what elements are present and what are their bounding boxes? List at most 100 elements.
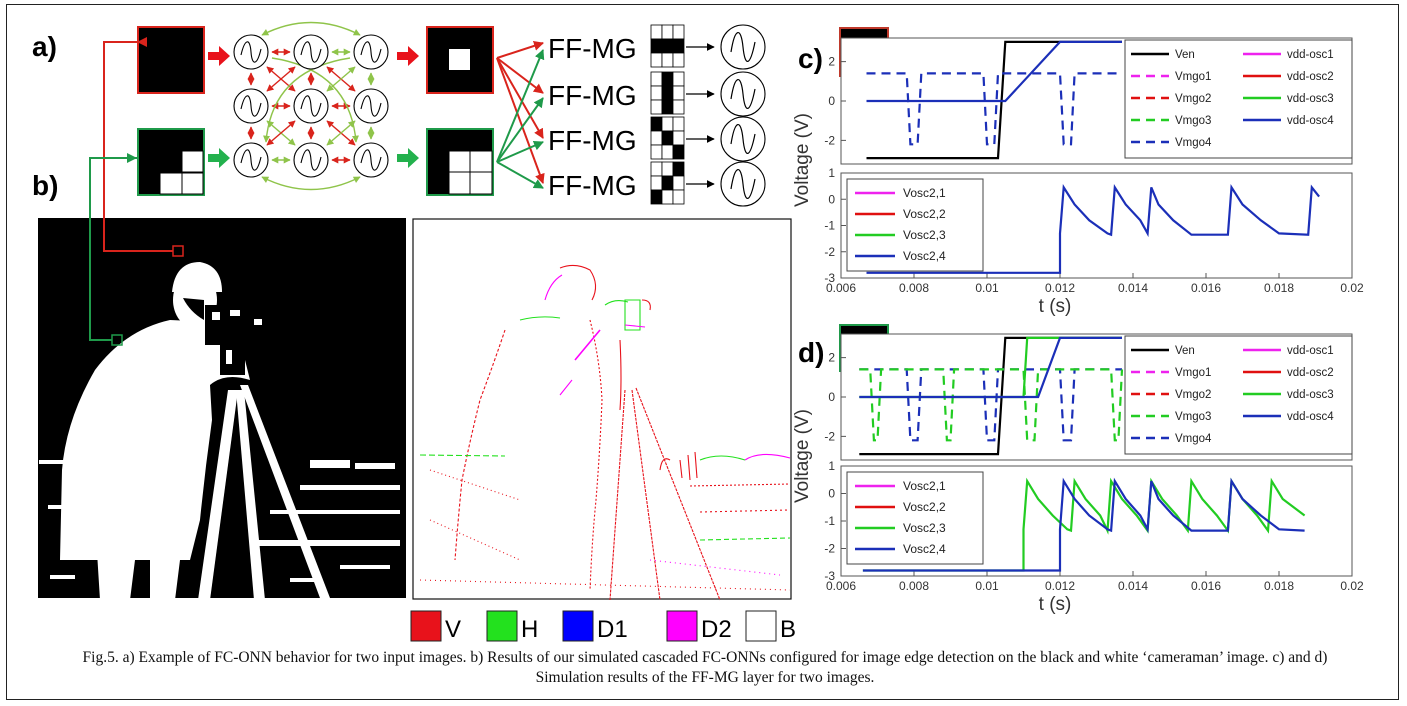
x-tick-label: 0.01	[975, 579, 999, 593]
ffmg-kernel-cell	[672, 24, 685, 40]
legend-text: Vmgo2	[1175, 389, 1211, 401]
network-connections	[247, 21, 375, 191]
legend-swatch-b	[745, 610, 777, 642]
y-tick-label: -3	[824, 569, 835, 583]
sine-icon	[730, 124, 756, 154]
ffmg-kernel-cell	[672, 71, 685, 87]
legend-swatch-v	[410, 610, 442, 642]
sine-icon	[360, 95, 382, 117]
ffmg-row-4: FF-MG	[548, 161, 766, 207]
oscillator-0-1	[293, 34, 329, 70]
legend-text: vdd-osc1	[1287, 49, 1334, 61]
ffmg-kernel-cell	[650, 161, 663, 177]
x-tick-label: 0.006	[826, 281, 856, 295]
x-tick-label: 0.018	[1264, 281, 1294, 295]
legend-text: Vosc2,2	[903, 500, 946, 514]
ffmg-kernel-cell	[661, 116, 674, 132]
series-vdd-osc4	[866, 40, 1122, 103]
y-axis-label: Voltage (V)	[792, 409, 813, 503]
y-tick-label: 0	[828, 94, 835, 108]
legend-text: Vmgo4	[1175, 433, 1212, 445]
legend-text: Vosc2,1	[903, 186, 946, 200]
legend-box: Ven Vmgo1 Vmgo2 Vmgo3 Vmgo4 vdd-osc1 vdd-osc2 v…	[1124, 335, 1353, 455]
y-tick-label: -2	[824, 542, 835, 556]
legend-text: Vmgo1	[1175, 71, 1211, 83]
sine-icon	[300, 41, 322, 63]
legend-swatch-h	[486, 610, 518, 642]
legend-text: Vosc2,4	[903, 542, 946, 556]
ffmg-kernel-cell	[672, 189, 685, 205]
ffmg-kernel-cell	[661, 144, 674, 160]
legend-text: vdd-osc4	[1287, 411, 1334, 423]
ffmg-kernel-cell	[661, 24, 674, 40]
legend-text: Vosc2,1	[903, 479, 946, 493]
ffmg-label: FF-MG	[548, 80, 637, 111]
sine-icon	[300, 149, 322, 171]
ffmg-kernel-cell	[661, 71, 674, 87]
x-tick-label: 0.012	[1045, 281, 1075, 295]
ffmg-fanout-arrows	[496, 41, 545, 189]
edge-detection-result	[412, 218, 792, 601]
legend-text: vdd-osc4	[1287, 115, 1334, 127]
input-image-corner	[137, 128, 205, 196]
legend-text: Vmgo2	[1175, 93, 1211, 105]
x-tick-label: 0.014	[1118, 281, 1148, 295]
ffmg-kernel-cell	[661, 85, 674, 101]
series-vosc2-4	[866, 184, 1320, 274]
ffmg-kernel-cell	[672, 99, 685, 115]
legend-text: Vosc2,2	[903, 207, 946, 221]
input-arrow-red	[208, 46, 230, 66]
x-tick-label: 0.008	[899, 579, 929, 593]
y-tick-label: -1	[824, 514, 835, 528]
legend-text: vdd-osc2	[1287, 367, 1334, 379]
x-tick-label: 0.016	[1191, 579, 1221, 593]
x-tick-label: 0.016	[1191, 281, 1221, 295]
legend-text: vdd-osc3	[1287, 93, 1334, 105]
cameraman-binary-image	[38, 218, 406, 600]
output-arrow-red	[397, 46, 419, 66]
panel-label-a: a)	[32, 31, 57, 62]
x-tick-label: 0.018	[1264, 579, 1294, 593]
y-tick-label: -3	[824, 271, 835, 285]
legend-text: Vmgo3	[1175, 115, 1211, 127]
sine-icon	[240, 41, 262, 63]
oscillator-1-2	[353, 88, 389, 124]
series-vmgo4	[866, 72, 1122, 146]
legend-box: Ven Vmgo1 Vmgo2 Vmgo3 Vmgo4 vdd-osc1 vdd-osc2 v…	[1124, 39, 1353, 159]
x-tick-label: 0.006	[826, 579, 856, 593]
legend-text: Ven	[1175, 49, 1195, 61]
sine-icon	[730, 32, 756, 62]
y-tick-label: 0	[828, 390, 835, 404]
ffmg-label: FF-MG	[548, 125, 637, 156]
legend-text: vdd-osc2	[1287, 71, 1334, 83]
legend-box: Vosc2,1 Vosc2,2 Vosc2,3 Vosc2,4	[846, 178, 984, 272]
x-tick-label: 0.02	[1340, 579, 1364, 593]
legend-swatch-d2	[666, 610, 698, 642]
ffmg-kernel-cell	[650, 175, 663, 191]
chart-3: 1 0 -1 -2 -30.006 0.008 0.01 0.012 0.014 0.016 0.0…	[792, 409, 1364, 615]
figure-caption: Fig.5. a) Example of FC-ONN behavior for…	[82, 649, 1328, 686]
panel-label-b: b)	[32, 170, 58, 201]
ffmg-kernel-cell	[672, 161, 685, 177]
patch-selector-red	[103, 37, 184, 257]
legend-text: Vmgo4	[1175, 137, 1212, 149]
sine-icon	[360, 149, 382, 171]
ffmg-kernel-cell	[672, 175, 685, 191]
x-tick-label: 0.012	[1045, 579, 1075, 593]
ffmg-kernel-cell	[650, 116, 663, 132]
input-image-black	[137, 26, 205, 94]
series-vosc2-4	[862, 477, 1305, 572]
ffmg-kernel-cell	[650, 99, 663, 115]
sine-icon	[730, 169, 756, 199]
figure-frame	[6, 4, 1399, 700]
legend-text: Ven	[1175, 345, 1195, 357]
ffmg-kernel-cell	[661, 99, 674, 115]
ffmg-kernel-cell	[650, 52, 663, 68]
oscillator-2-0	[233, 142, 269, 178]
oscillator-grid	[233, 34, 389, 178]
ffmg-kernel-cell	[650, 85, 663, 101]
sine-icon	[300, 95, 322, 117]
ffmg-kernel-cell	[650, 189, 663, 205]
oscillator-2-2	[353, 142, 389, 178]
oscillator-1-0	[233, 88, 269, 124]
